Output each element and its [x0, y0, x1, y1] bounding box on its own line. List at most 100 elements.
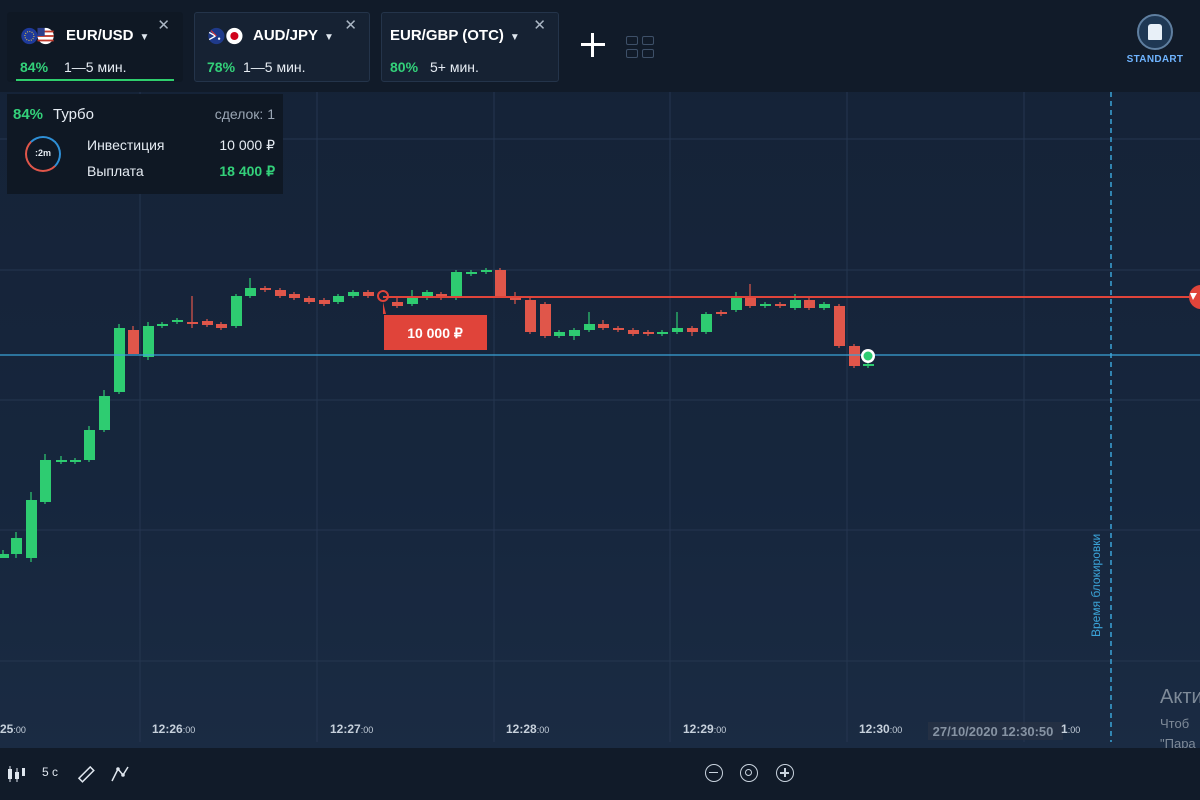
candle: [245, 278, 256, 298]
tab-eur-usd[interactable]: EUR/USD ▼ ✕ 84% 1—5 мин.: [7, 12, 183, 82]
time-axis-label: 12:29:00: [683, 722, 726, 736]
time-axis-label: 12:26:00: [152, 722, 195, 736]
investment-label: Инвестиция: [87, 137, 165, 153]
candle: [304, 296, 315, 304]
candle: [481, 268, 492, 274]
payout-percent: 84%: [20, 59, 49, 75]
candle: [143, 322, 154, 360]
turbo-mode-label: Турбо: [53, 106, 94, 123]
candle: [172, 318, 183, 324]
term-label: 5+ мин.: [430, 59, 479, 75]
account-type-label: STANDART: [1126, 54, 1184, 65]
candle: [451, 270, 462, 300]
chevron-down-icon[interactable]: ▼: [509, 32, 520, 43]
candle: [731, 292, 742, 312]
time-axis-label: 25:00: [0, 722, 26, 736]
watermark-line2: Чтоб: [1160, 716, 1190, 731]
candle: [56, 456, 67, 464]
close-icon[interactable]: ✕: [344, 17, 357, 34]
candle: [231, 294, 242, 328]
candle: [114, 324, 125, 394]
deals-count: сделок: 1: [214, 106, 275, 122]
candle: [687, 326, 698, 336]
tab-name: EUR/GBP (OTC) ▼: [390, 27, 520, 44]
timer-label: :2m: [34, 148, 51, 158]
candle: [0, 550, 9, 558]
candle: [216, 322, 227, 330]
close-icon[interactable]: ✕: [157, 17, 170, 34]
zoom-in-button[interactable]: [776, 764, 794, 782]
candle: [128, 326, 139, 354]
candle: [540, 302, 551, 338]
candle: [260, 286, 271, 292]
au-jp-flags-icon: [208, 27, 243, 45]
account-status[interactable]: STANDART: [1125, 14, 1185, 65]
candle: [584, 312, 595, 332]
candle: [187, 296, 198, 328]
time-axis: 25:00 12:26:00 12:27:00 12:28:00 12:29:00 12:…: [0, 722, 1080, 736]
candle: [819, 302, 830, 310]
deal-amount-label: 10 000 ₽: [407, 325, 463, 341]
drawing-tools-icon[interactable]: [110, 764, 130, 784]
add-asset-button[interactable]: [578, 30, 608, 60]
candle: [554, 330, 565, 338]
candle: [643, 330, 654, 336]
zoom-out-button[interactable]: [705, 764, 723, 782]
time-axis-label: 12:28:00: [506, 722, 549, 736]
payout-percent: 78%: [207, 59, 236, 75]
tab-aud-jpy[interactable]: AUD/JPY ▼ ✕ 78% 1—5 мин.: [194, 12, 370, 82]
center-chart-button[interactable]: [740, 764, 758, 782]
candle: [157, 322, 168, 328]
lock-time-label: Время блокировки: [1089, 534, 1103, 637]
candle: [289, 292, 300, 300]
payout-value: 18 400 ₽: [219, 163, 275, 179]
candle: [202, 319, 213, 327]
candle: [84, 426, 95, 462]
term-label: 1—5 мин.: [243, 59, 306, 75]
watermark-line1: Акти: [1160, 686, 1200, 708]
candle: [466, 270, 477, 276]
candle: [657, 330, 668, 336]
chart-timestamp: 27/10/2020 12:30:50: [933, 724, 1054, 739]
candle: [598, 320, 609, 330]
candle: [40, 454, 51, 504]
candle: [701, 312, 712, 334]
timer-icon: :2m: [25, 136, 61, 172]
candle: [775, 302, 786, 308]
timeframe-button[interactable]: 5 с: [42, 765, 59, 779]
chart-grid: [0, 92, 1200, 742]
candle: [275, 288, 286, 298]
time-axis-label: 1:00: [1061, 722, 1080, 736]
candle: [99, 390, 110, 432]
ruler-icon[interactable]: [76, 764, 96, 784]
tab-eur-gbp-otc[interactable]: EUR/GBP (OTC) ▼ ✕ 80% 5+ мин.: [381, 12, 559, 82]
candle: [319, 298, 330, 306]
investment-value: 10 000 ₽: [219, 137, 275, 153]
tab-name: EUR/USD ▼: [66, 27, 150, 44]
candle: [392, 298, 403, 308]
candle: [422, 290, 433, 300]
candle: [70, 458, 81, 464]
tab-name: AUD/JPY ▼: [253, 27, 334, 44]
strike-arrow-icon[interactable]: [1189, 285, 1200, 309]
price-chart[interactable]: Время блокировки 10 000 ₽ 27/10/2020 12:…: [0, 92, 1200, 748]
chevron-down-icon[interactable]: ▼: [139, 32, 150, 43]
candle: [363, 290, 374, 298]
payout-percent: 80%: [390, 59, 419, 75]
deal-marker[interactable]: 10 000 ₽: [377, 290, 487, 350]
grid-layout-icon[interactable]: [626, 36, 656, 60]
payout-label: Выплата: [87, 163, 144, 179]
chevron-down-icon[interactable]: ▼: [324, 32, 334, 43]
candle: [26, 492, 37, 562]
candle: [613, 326, 624, 332]
eu-us-flags-icon: [21, 27, 54, 45]
candlestick-type-icon[interactable]: [6, 764, 26, 784]
candle: [495, 268, 506, 298]
current-price-dot: [861, 349, 875, 363]
candlesticks: [0, 268, 874, 562]
close-icon[interactable]: ✕: [533, 17, 546, 34]
candle: [834, 304, 845, 348]
chart-toolbar: 5 с: [0, 748, 1200, 800]
candle: [11, 532, 22, 558]
turbo-payout: 84%: [13, 106, 44, 123]
